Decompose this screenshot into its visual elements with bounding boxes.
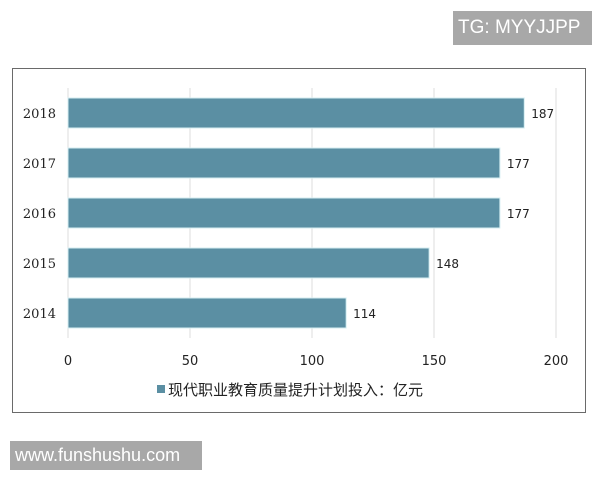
y-tick-label: 2017 (23, 157, 56, 172)
y-tick-label: 2014 (23, 307, 56, 322)
bar-2017 (67, 147, 501, 179)
watermark-site: www.funshushu.com (10, 441, 202, 470)
x-tick-label: 200 (544, 354, 569, 369)
y-tick-label: 2016 (23, 207, 56, 222)
data-label: 177 (507, 157, 530, 171)
data-label: 187 (531, 107, 554, 121)
x-tick-label: 50 (182, 354, 199, 369)
watermark-tg: TG: MYYJJPP (453, 11, 592, 45)
legend-label: 现代职业教育质量提升计划投入：亿元 (168, 381, 423, 399)
legend-swatch (157, 385, 165, 393)
x-tick-label: 0 (64, 354, 72, 369)
y-tick-label: 2018 (23, 107, 56, 122)
x-tick-label: 150 (422, 354, 447, 369)
bar-2018 (67, 97, 525, 129)
x-tick-label: 100 (300, 354, 325, 369)
bar-2014 (67, 297, 347, 329)
y-tick-label: 2015 (23, 257, 56, 272)
data-label: 177 (507, 207, 530, 221)
bar-2015 (67, 247, 430, 279)
bar-2016 (67, 197, 501, 229)
data-label: 148 (436, 257, 459, 271)
data-label: 114 (353, 307, 376, 321)
